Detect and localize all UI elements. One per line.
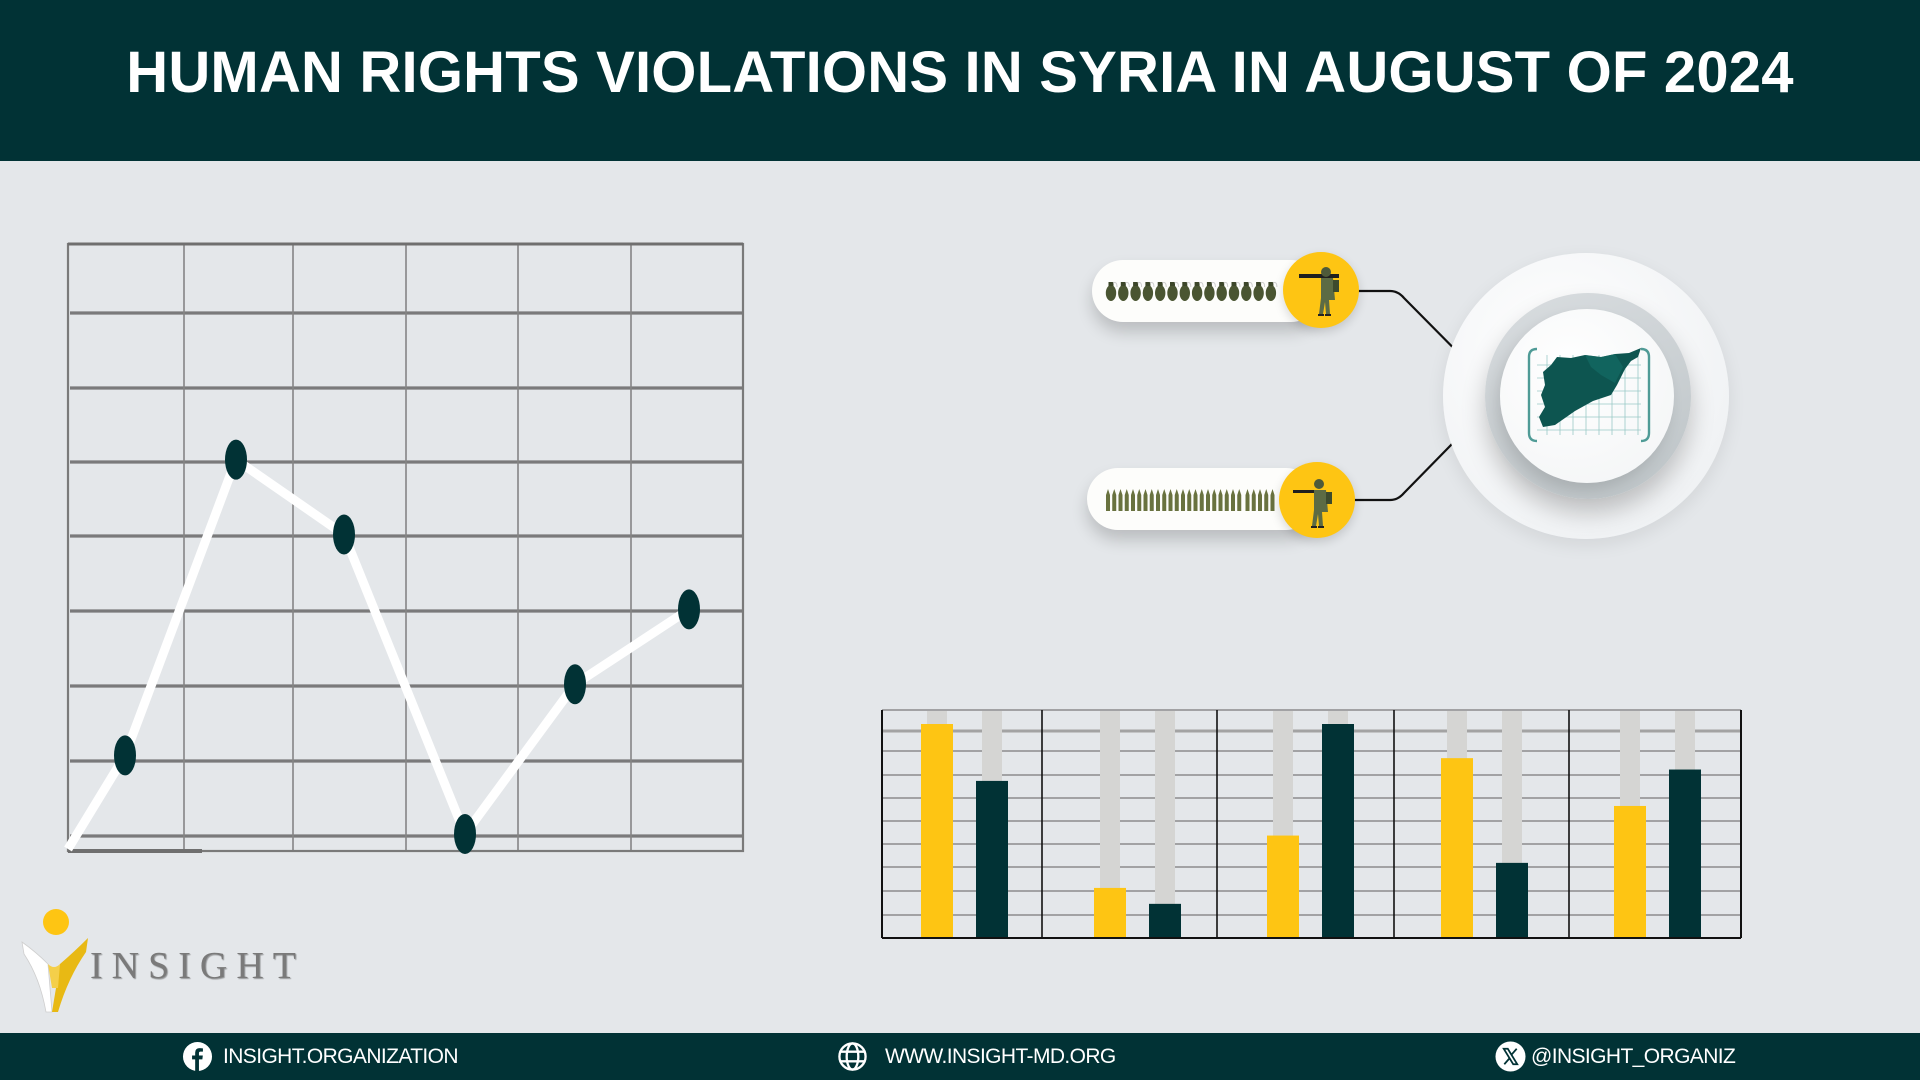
connector-lines	[1352, 289, 1501, 502]
insight-logo-icon	[21, 909, 88, 1013]
website-link[interactable]: WWW.INSIGHT-MD.ORG	[837, 1033, 1116, 1080]
soldier-with-launcher-icon	[1299, 267, 1339, 316]
header-banner: HUMAN RIGHTS VIOLATIONS IN SYRIA IN AUGU…	[0, 0, 1920, 161]
footer: INSIGHT.ORGANIZATION WWW.INSIGHT-MD.ORG …	[0, 1033, 1920, 1080]
soldier-with-rifle-icon	[1293, 479, 1332, 528]
twitter-link[interactable]: @INSIGHT_ORGANIZ	[1495, 1033, 1736, 1080]
bar-chart	[881, 709, 1742, 939]
facebook-handle: INSIGHT.ORGANIZATION	[223, 1044, 459, 1068]
website-url: WWW.INSIGHT-MD.ORG	[885, 1044, 1116, 1068]
page-title: HUMAN RIGHTS VIOLATIONS IN SYRIA IN AUGU…	[126, 40, 1794, 105]
grenades-icon	[1105, 282, 1278, 301]
facebook-link[interactable]: INSIGHT.ORGANIZATION	[182, 1033, 459, 1080]
soldier-badge-1	[1283, 252, 1359, 328]
syria-map-icon	[1527, 347, 1651, 443]
x-icon	[1495, 1041, 1526, 1072]
bullets-icon	[1106, 489, 1275, 511]
logo-text: INSIGHT	[90, 945, 305, 987]
twitter-handle: @INSIGHT_ORGANIZ	[1531, 1044, 1736, 1068]
soldier-badge-2	[1279, 462, 1355, 538]
facebook-icon	[182, 1041, 213, 1072]
line-chart	[64, 242, 745, 855]
globe-icon	[838, 1042, 867, 1071]
